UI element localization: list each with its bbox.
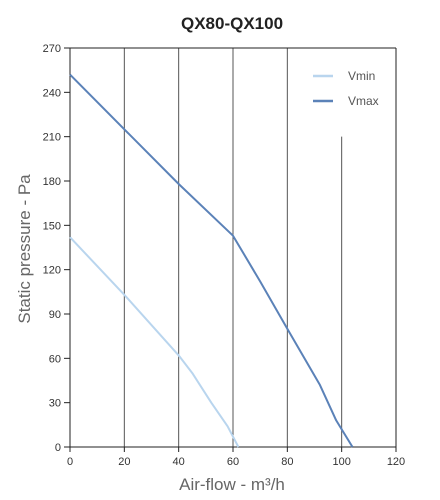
x-tick-label: 40: [173, 456, 185, 468]
y-tick-label: 180: [43, 176, 61, 188]
x-tick-label: 100: [332, 456, 350, 468]
y-tick-label: 120: [43, 265, 61, 277]
y-tick-label: 30: [49, 398, 61, 410]
x-tick-label: 20: [118, 456, 130, 468]
y-tick-label: 150: [43, 220, 61, 232]
x-tick-label: 0: [67, 456, 73, 468]
legend-label-vmax: Vmax: [348, 94, 379, 108]
series-line-vmin: [69, 236, 240, 448]
y-tick-label: 0: [55, 442, 61, 454]
series-lines: [69, 73, 354, 448]
legend-box: [300, 58, 392, 120]
tick-labels: 0 30 60 90 120 150 180 210 240 270 0 20 40 60 80 100 120: [43, 43, 406, 468]
y-tick-label: 210: [43, 132, 61, 144]
grid: [123, 48, 343, 447]
x-tick-label: 60: [227, 456, 239, 468]
y-tick-label: 90: [49, 309, 61, 321]
x-tick-label: 120: [387, 456, 405, 468]
y-axis-label: Static pressure - Pa: [15, 174, 34, 324]
x-axis-label: Air-flow - m³/h: [179, 475, 285, 494]
legend-label-vmin: Vmin: [348, 69, 375, 83]
chart-title: QX80-QX100: [181, 14, 283, 33]
y-tick-label: 60: [49, 353, 61, 365]
y-tick-label: 270: [43, 43, 61, 55]
legend: Vmin Vmax: [300, 58, 392, 120]
y-tick-label: 240: [43, 87, 61, 99]
series-line-vmax: [69, 73, 354, 448]
x-tick-label: 80: [281, 456, 293, 468]
